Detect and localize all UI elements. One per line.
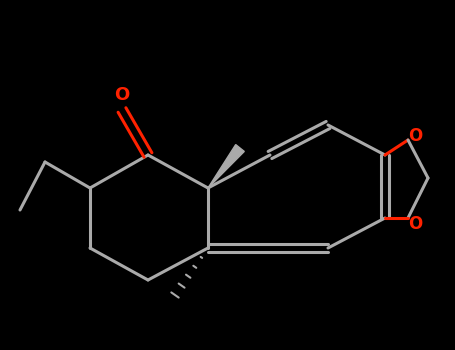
Text: O: O — [114, 86, 130, 104]
Text: O: O — [408, 215, 422, 233]
Text: O: O — [408, 127, 422, 145]
Polygon shape — [208, 145, 244, 188]
